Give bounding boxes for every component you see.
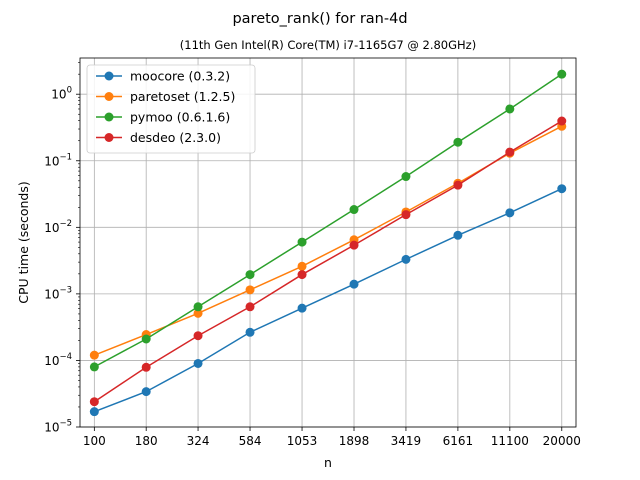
series-3-point (245, 302, 255, 312)
series-0-point (557, 184, 567, 194)
legend-label: desdeo (2.3.0) (130, 130, 221, 145)
series-2-point (89, 362, 99, 372)
series-line-0 (94, 188, 563, 413)
y-tick-base: 10 (44, 221, 59, 235)
y-axis-label: CPU time (seconds) (16, 181, 31, 303)
y-tick-label: 10−5 (44, 419, 72, 435)
series-3-point (297, 270, 307, 280)
x-tick-label: 584 (239, 434, 262, 448)
y-tick-base: 10 (44, 287, 59, 301)
series-0-point (505, 208, 515, 218)
y-tick-exponent: −2 (59, 219, 72, 229)
series-3-point (349, 240, 359, 250)
y-tick-exponent: −3 (59, 285, 72, 295)
x-tick-label: 11100 (491, 434, 529, 448)
y-tick-label: 10−1 (44, 152, 72, 168)
y-tick-label: 10−2 (44, 219, 72, 235)
series-0-point (89, 407, 99, 417)
y-tick-base: 10 (44, 154, 59, 168)
x-tick-label: 1053 (287, 434, 318, 448)
series-1-point (89, 350, 99, 360)
x-tick-label: 1898 (339, 434, 370, 448)
legend-label: pymoo (0.6.1.6) (130, 110, 230, 125)
series-0-point (141, 387, 151, 397)
y-tick-base: 10 (44, 354, 59, 368)
legend-label: moocore (0.3.2) (130, 69, 230, 84)
series-3-point (193, 331, 203, 341)
series-0-point (453, 230, 463, 240)
chart-title: pareto_rank() for ran-4d (232, 11, 407, 27)
y-tick-exponent: −5 (59, 419, 72, 429)
x-axis: 100 180 324 584 1053 1898 3419 6161 11100 20000 (83, 427, 581, 448)
series-2-point (453, 137, 463, 147)
series-1-point (245, 285, 255, 295)
x-tick-label: 100 (83, 434, 106, 448)
series-3-point (401, 210, 411, 220)
series-3-point (453, 180, 463, 190)
x-tick-label: 6161 (443, 434, 474, 448)
series-2-point (245, 270, 255, 280)
legend-marker (104, 133, 114, 142)
legend-marker (104, 92, 114, 101)
series-3-point (141, 362, 151, 372)
axes-frame (79, 57, 577, 428)
chart-subtitle: (11th Gen Intel(R) Core(TM) i7-1165G7 @ … (180, 38, 476, 52)
legend-box (86, 64, 256, 154)
x-tick-label: 20000 (543, 434, 581, 448)
y-tick-exponent: −1 (59, 152, 72, 162)
x-tick-label: 180 (135, 434, 158, 448)
series-0-point (401, 254, 411, 264)
series-2-point (557, 69, 567, 79)
series-0-point (193, 358, 203, 368)
legend-marker (104, 71, 114, 81)
series-3-point (557, 116, 567, 126)
series-3-point (505, 147, 515, 157)
x-tick-label: 3419 (391, 434, 422, 448)
x-tick-label: 324 (187, 434, 210, 448)
legend-marker (104, 112, 114, 122)
series-1-point (193, 308, 203, 318)
series-2-point (297, 237, 307, 247)
legend: moocore (0.3.2) paretoset (1.2.5) pymoo (0… (86, 64, 256, 154)
series-2-point (349, 205, 359, 215)
series-2-point (141, 334, 151, 344)
y-tick-exponent: 0 (67, 86, 72, 96)
y-tick-label: 10−3 (44, 285, 72, 301)
series-3-point (89, 397, 99, 407)
y-tick-label: 100 (51, 86, 72, 102)
series-0-point (349, 279, 359, 289)
series-2-point (505, 104, 515, 114)
y-axis: 10−510−410−310−210−1100 (44, 62, 80, 435)
series-line-3 (93, 120, 563, 403)
series-line-2 (93, 73, 563, 368)
series-0-point (297, 303, 307, 313)
series-1-point (297, 261, 307, 271)
series-2-point (193, 302, 203, 312)
x-axis-label: n (324, 455, 332, 470)
y-tick-exponent: −4 (59, 352, 72, 362)
series-layer (89, 69, 567, 417)
legend-label: paretoset (1.2.5) (130, 89, 235, 104)
series-2-point (401, 172, 411, 182)
y-tick-label: 10−4 (44, 352, 72, 368)
y-tick-base: 10 (51, 88, 66, 102)
y-tick-base: 10 (44, 421, 59, 435)
series-0-point (245, 327, 255, 337)
